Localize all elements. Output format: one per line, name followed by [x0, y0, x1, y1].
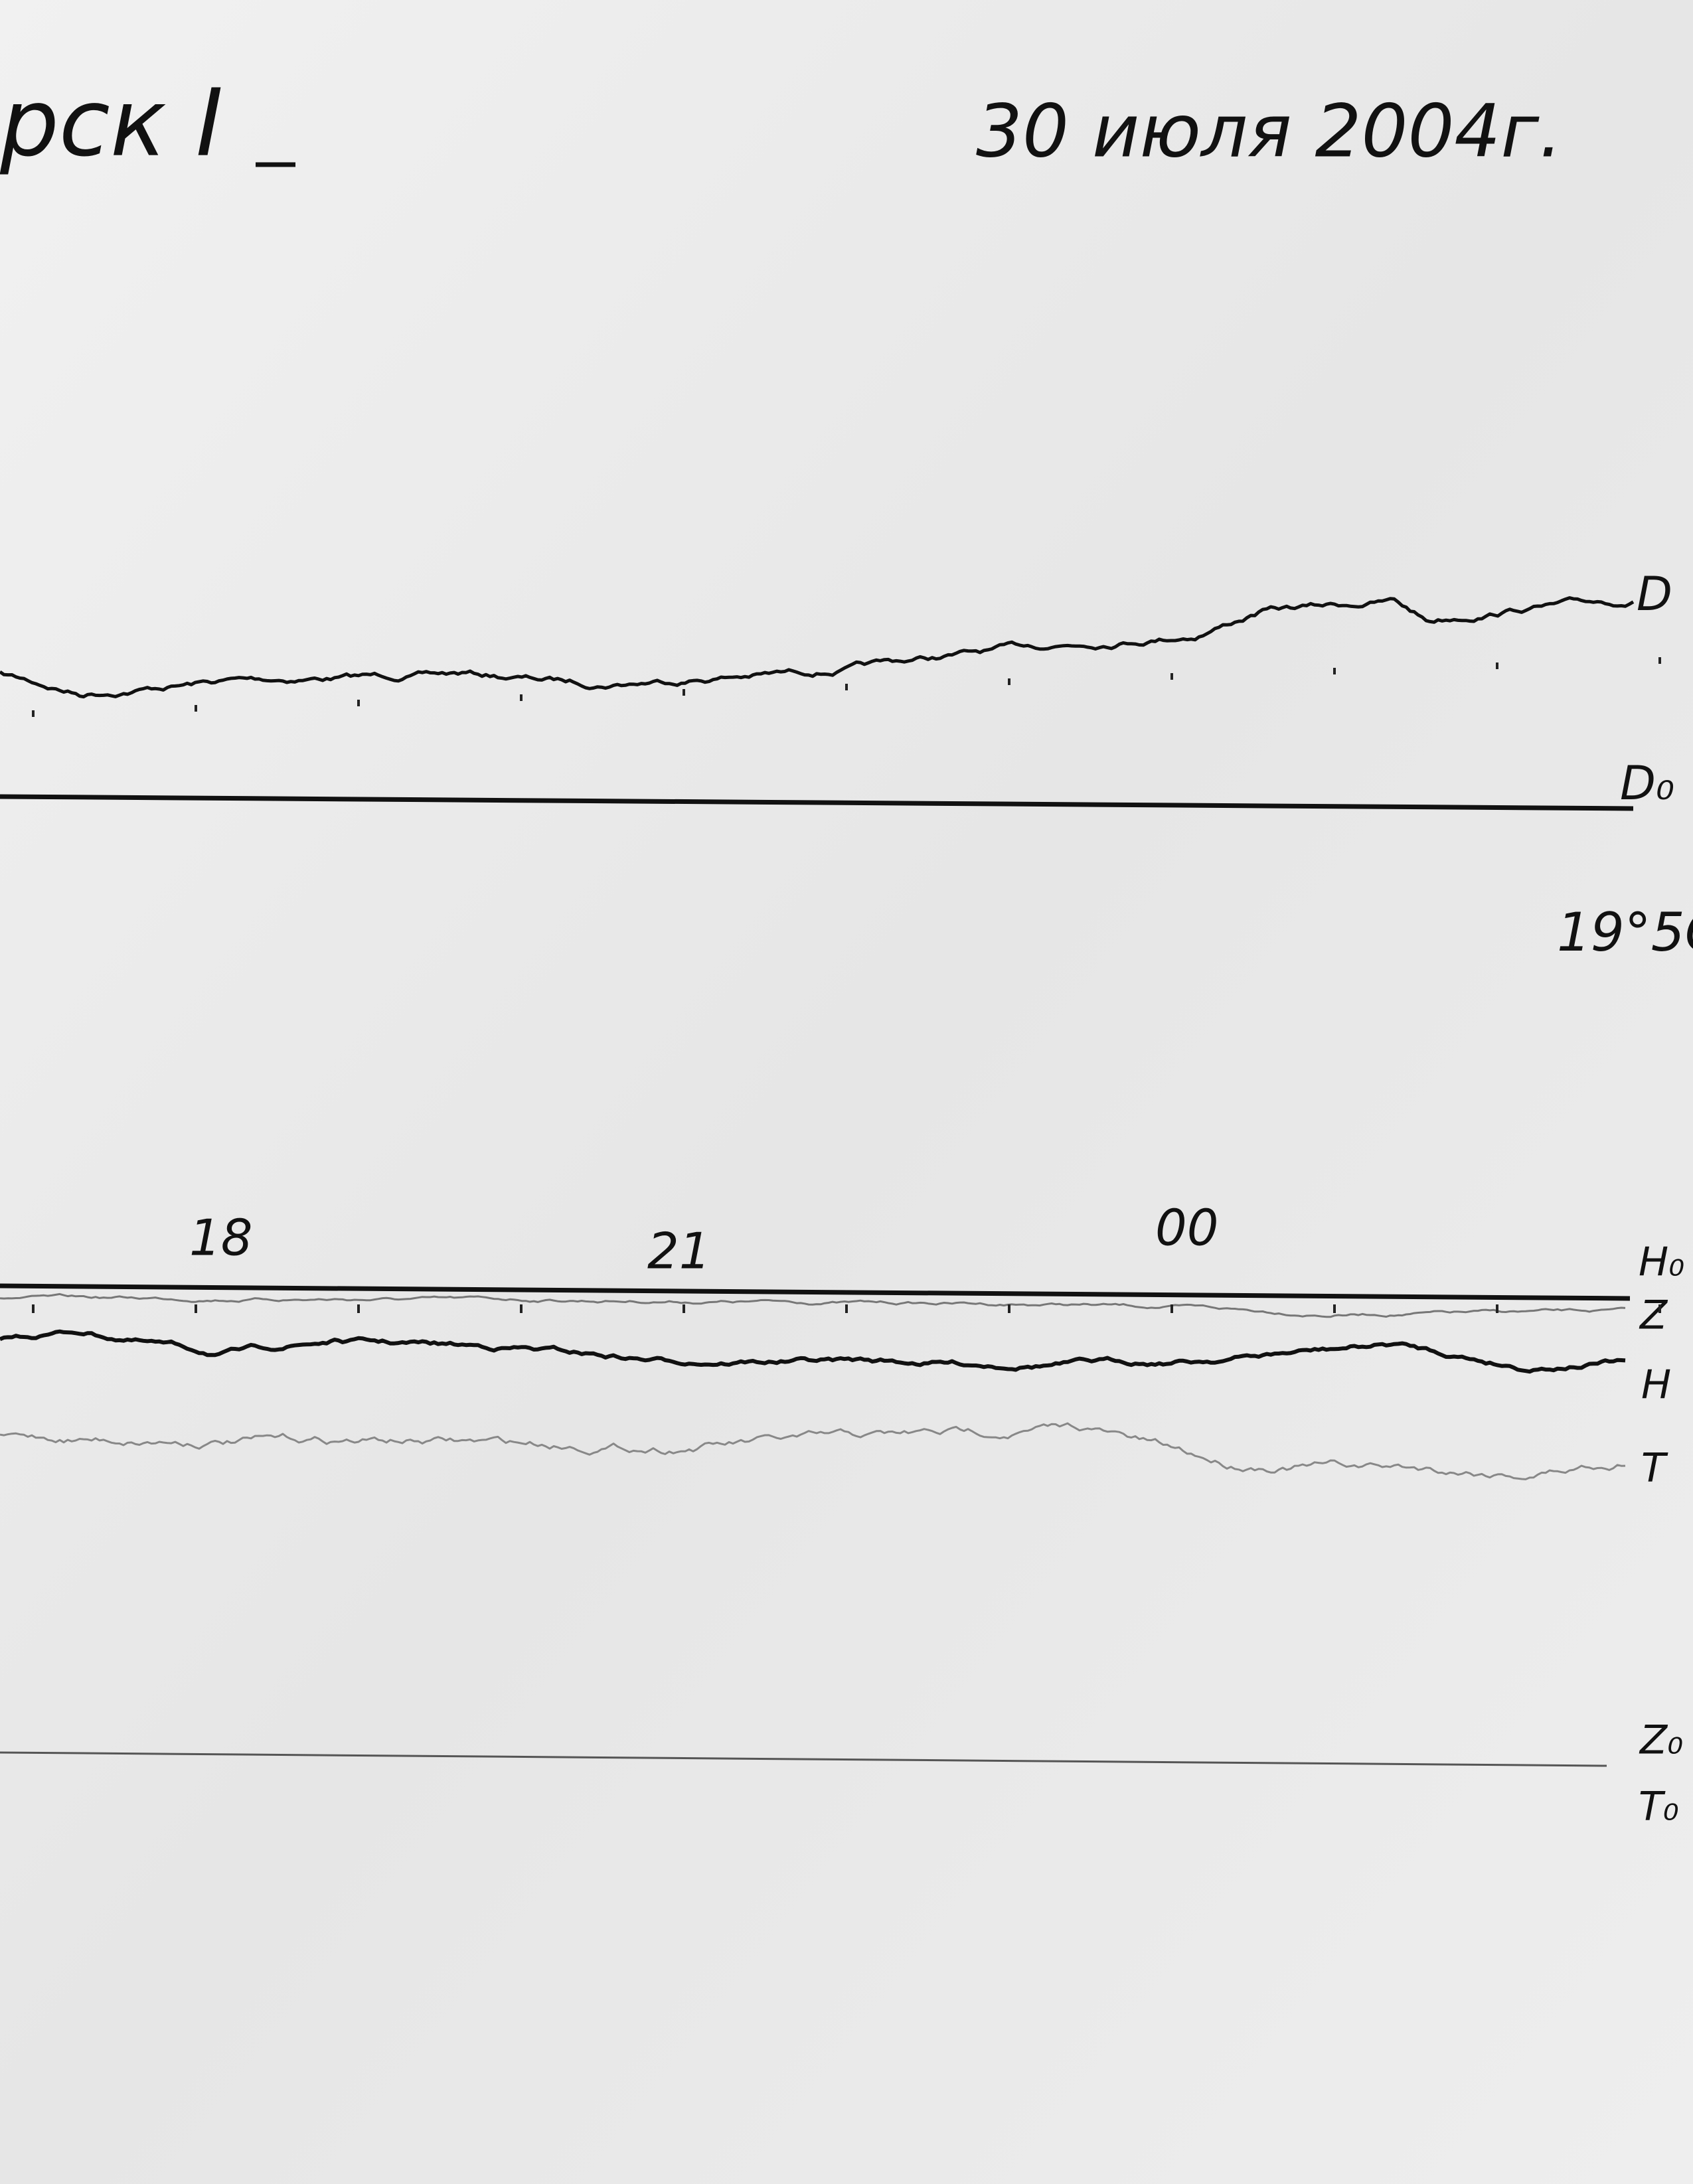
label-to: T₀	[1639, 1784, 1679, 1830]
z0-t0-baseline	[0, 1751, 1607, 1767]
label-d0: D₀	[1620, 756, 1674, 811]
temperature: 19°5C	[1557, 901, 1693, 963]
time-mark: 18	[189, 1209, 252, 1267]
date: 30 июля 2004г.	[976, 88, 1562, 173]
label-t: T	[1641, 1445, 1668, 1492]
trace-t	[0, 1422, 1626, 1480]
h0-baseline	[0, 1283, 1631, 1301]
label-ho: H₀	[1639, 1239, 1684, 1286]
station-title: рск I	[0, 70, 223, 178]
time-mark: 00	[1155, 1199, 1218, 1257]
trace-z	[0, 1292, 1626, 1318]
label-z: Z	[1639, 1292, 1668, 1339]
trace-h	[0, 1329, 1626, 1374]
d0-baseline	[0, 794, 1634, 811]
label-zo: Z₀	[1639, 1717, 1683, 1764]
trace-d	[0, 596, 1635, 699]
time-mark: 21	[647, 1222, 710, 1281]
label-h: H	[1641, 1362, 1671, 1409]
label-d: D	[1637, 567, 1672, 621]
